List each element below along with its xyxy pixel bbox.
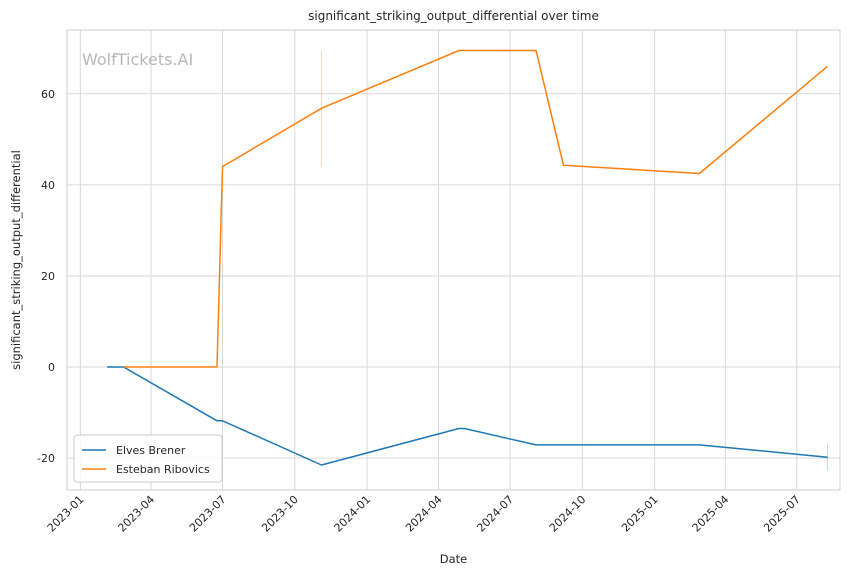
legend-box [73, 434, 223, 483]
y-tick-label: 20 [41, 270, 55, 283]
plot-area [66, 29, 841, 491]
series-lines [107, 49, 828, 466]
y-axis-ticks: -20 0 20 40 60 [37, 88, 55, 465]
y-tick-label: 60 [41, 88, 55, 101]
legend-label: Esteban Ribovics [116, 463, 210, 476]
legend: Elves Brener Esteban Ribovics [73, 434, 223, 483]
x-axis-title: Date [440, 552, 468, 566]
watermark: WolfTickets.AI [82, 50, 193, 69]
y-axis-title: significant_striking_output_differential [9, 150, 23, 370]
y-tick-label: 0 [48, 361, 55, 374]
series-line [107, 366, 828, 466]
y-tick-label: 40 [41, 179, 55, 192]
y-tick-label: -20 [37, 452, 55, 465]
chart-title: significant_striking_output_differential… [308, 9, 599, 23]
series-line [123, 49, 828, 368]
legend-label: Elves Brener [116, 444, 186, 457]
